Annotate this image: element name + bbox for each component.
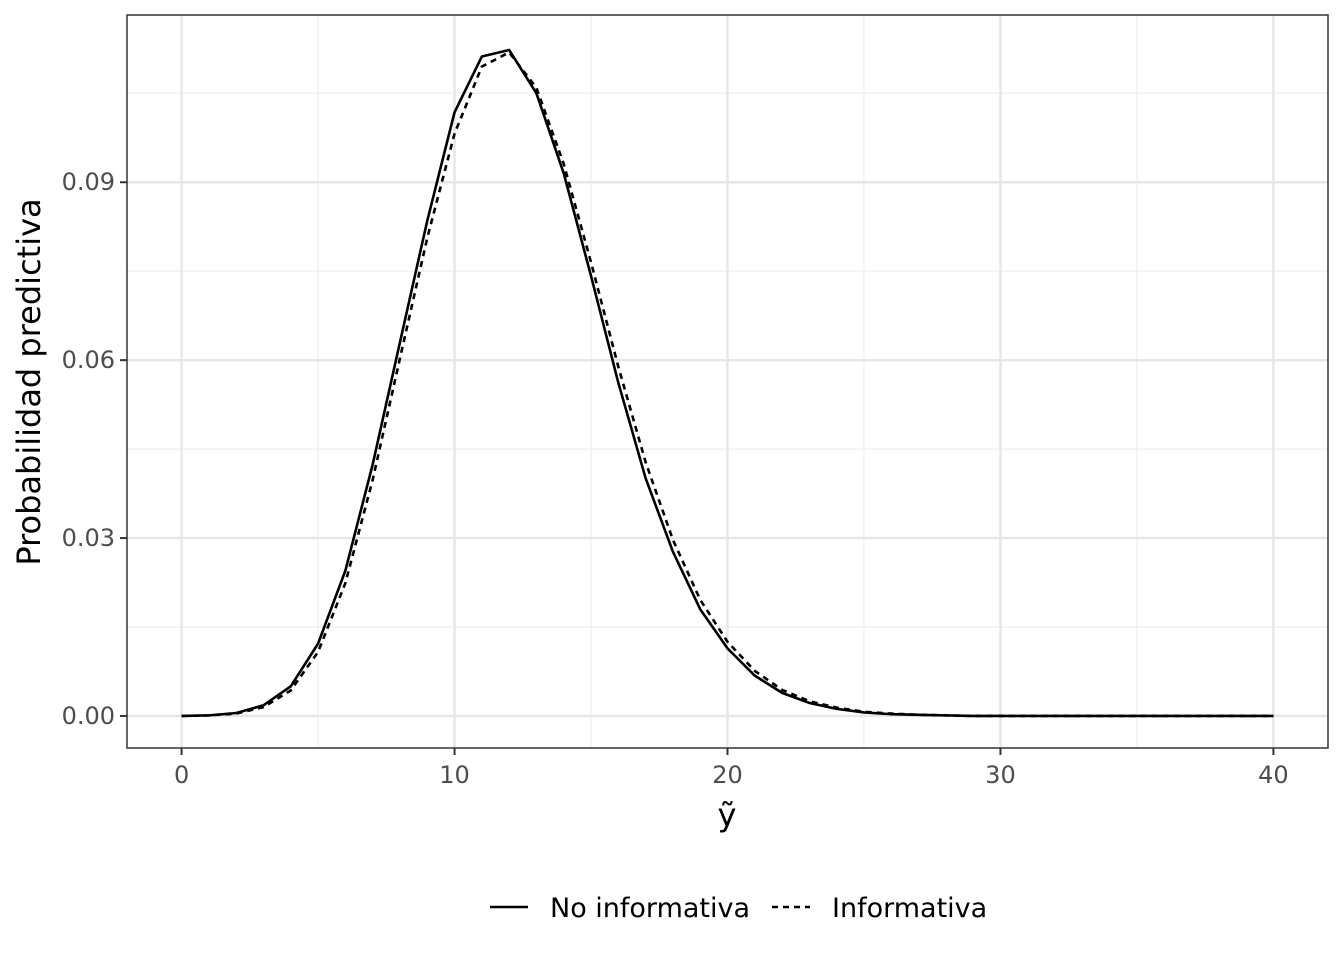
x-tick-label: 20 [712,761,743,789]
y-axis: 0.00 0.03 0.06 0.09 [62,168,127,730]
y-tick-label: 0.06 [62,346,115,374]
x-tick-label: 40 [1258,761,1289,789]
x-tick-label: 0 [174,761,189,789]
y-tick-label: 0.09 [62,168,115,196]
y-axis-title: Probabilidad predictiva [10,198,48,565]
x-tick-label: 30 [985,761,1016,789]
series-layer [181,48,1274,718]
legend: No informativa Informativa [490,893,987,924]
series-line-informativa [181,51,1274,718]
x-axis-title: ỹ [718,796,737,834]
major-gridlines [127,15,1328,748]
legend-label-no-informativa: No informativa [550,893,750,924]
legend-label-informativa: Informativa [832,893,987,924]
y-tick-label: 0.03 [62,524,115,552]
x-axis: 0 10 20 30 40 [174,748,1289,789]
x-tick-label: 10 [439,761,470,789]
y-tick-label: 0.00 [62,702,115,730]
